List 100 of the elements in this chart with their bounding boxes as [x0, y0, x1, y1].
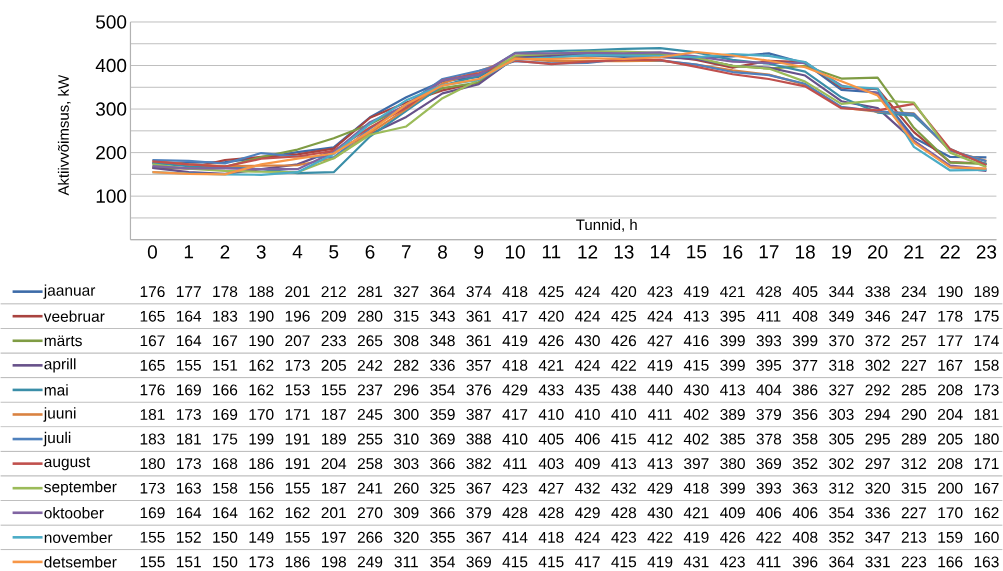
data-label: 424: [575, 531, 601, 543]
data-label: 260: [394, 482, 419, 494]
data-label: 430: [683, 384, 709, 396]
data-label: 389: [720, 408, 745, 420]
data-label: 406: [756, 507, 782, 519]
data-label: 189: [974, 286, 999, 297]
data-label: 300: [393, 408, 419, 420]
data-label: 191: [285, 433, 310, 445]
data-label: 155: [285, 482, 310, 494]
data-label: 396: [792, 556, 818, 568]
data-label: 426: [538, 335, 564, 347]
data-label: 429: [502, 384, 528, 396]
data-label: 208: [938, 458, 963, 469]
data-label: 318: [829, 359, 854, 371]
data-label: 356: [792, 408, 818, 420]
data-label: 399: [720, 359, 745, 371]
data-label: 387: [466, 408, 491, 420]
data-label: 379: [756, 408, 782, 420]
legend-label: jaanuar: [43, 284, 96, 299]
data-label: 418: [683, 482, 709, 494]
x-tick-label: 20: [868, 245, 888, 259]
data-label: 186: [249, 458, 274, 469]
data-label: 166: [938, 556, 963, 568]
data-label: 207: [285, 335, 310, 347]
data-label: 432: [575, 482, 600, 494]
data-label: 156: [249, 482, 274, 494]
data-label: 167: [213, 335, 238, 347]
data-label: 173: [176, 458, 201, 469]
data-label: 158: [974, 359, 999, 371]
data-label: 422: [647, 531, 673, 543]
legend-label: mai: [44, 384, 68, 396]
data-label: 369: [756, 458, 782, 469]
data-label: 399: [720, 482, 745, 494]
data-label: 183: [213, 310, 238, 322]
data-label: 374: [466, 286, 492, 297]
x-tick-label: 14: [650, 245, 671, 259]
data-label: 348: [430, 335, 455, 347]
data-label: 347: [865, 531, 890, 543]
data-label: 190: [249, 335, 274, 347]
data-label: 395: [720, 310, 745, 322]
data-label: 354: [829, 507, 854, 519]
data-label: 163: [974, 556, 999, 568]
data-label: 423: [611, 531, 637, 543]
data-label: 249: [357, 556, 383, 568]
data-label: 418: [538, 531, 564, 543]
legend-label: november: [44, 531, 113, 543]
data-label: 429: [647, 482, 673, 494]
data-label: 255: [357, 433, 383, 445]
data-label: 386: [792, 384, 818, 396]
data-label: 187: [322, 408, 346, 420]
data-label: 423: [502, 482, 528, 494]
data-label: 431: [683, 556, 709, 568]
data-label: 413: [647, 458, 673, 469]
data-label: 411: [648, 409, 672, 420]
data-label: 430: [575, 335, 600, 347]
data-label: 410: [611, 408, 637, 420]
data-label: 424: [575, 359, 601, 371]
data-label: 410: [538, 408, 564, 420]
data-label: 420: [538, 310, 564, 322]
data-label: 199: [249, 433, 274, 445]
data-label: 257: [901, 335, 927, 347]
data-label: 433: [538, 384, 564, 396]
data-label: 426: [720, 531, 745, 543]
data-label: 303: [393, 458, 419, 469]
x-tick-label: 7: [401, 245, 411, 259]
data-label: 438: [611, 384, 637, 396]
data-label: 158: [213, 482, 238, 494]
data-label: 170: [938, 507, 963, 519]
data-label: 419: [683, 286, 709, 297]
data-label: 415: [683, 359, 709, 371]
y-tick-label: 400: [95, 58, 127, 73]
data-label: 187: [322, 482, 346, 494]
data-label: 152: [176, 531, 201, 543]
data-label: 325: [430, 482, 455, 494]
data-label: 426: [611, 335, 637, 347]
data-label: 311: [394, 556, 418, 568]
data-label: 415: [502, 556, 528, 568]
data-label: 168: [213, 458, 238, 469]
data-label: 378: [756, 433, 782, 445]
data-label: 425: [538, 286, 564, 297]
data-label: 315: [393, 310, 419, 322]
data-label: 361: [466, 335, 491, 347]
data-label: 201: [285, 286, 310, 297]
data-label: 344: [829, 286, 854, 297]
data-label: 167: [140, 335, 165, 347]
data-label: 421: [683, 507, 709, 519]
data-label: 163: [176, 482, 201, 494]
data-label: 164: [176, 335, 202, 347]
data-label: 292: [865, 384, 890, 396]
data-label: 196: [285, 310, 310, 322]
data-label: 155: [140, 556, 165, 568]
data-label: 417: [502, 409, 528, 420]
x-tick-label: 13: [614, 245, 634, 259]
data-label: 151: [213, 359, 238, 371]
data-label: 204: [321, 458, 347, 469]
data-label: 258: [357, 458, 383, 469]
data-label: 315: [901, 482, 927, 494]
data-label: 404: [756, 384, 782, 396]
data-label: 364: [430, 286, 455, 297]
data-label: 174: [974, 335, 999, 346]
